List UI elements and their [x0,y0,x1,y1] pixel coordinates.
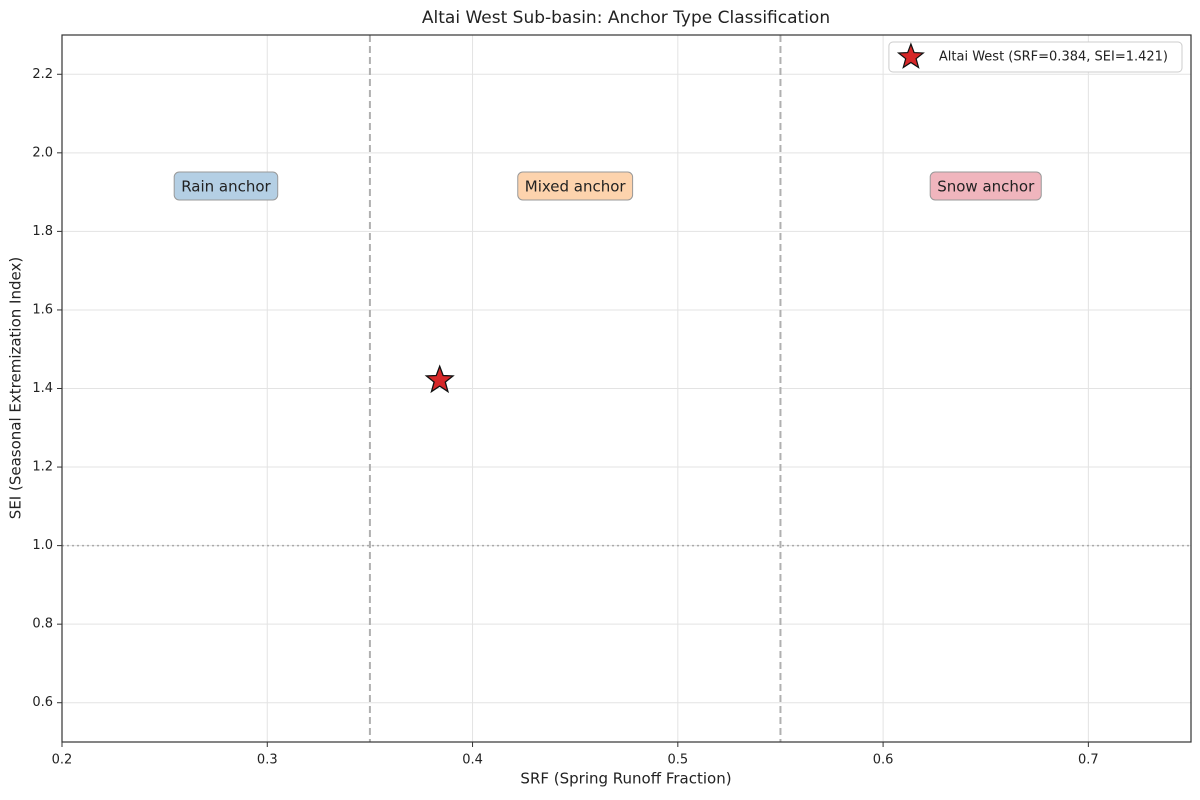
region-label: Snow anchor [937,178,1035,196]
legend: Altai West (SRF=0.384, SEI=1.421) [888,41,1183,73]
region-label: Rain anchor [181,178,271,196]
region-box [929,171,1042,201]
chart-title: Altai West Sub-basin: Anchor Type Classi… [422,8,830,28]
data-point [424,364,455,394]
region-label: Mixed anchor [525,178,627,196]
y-tick-label: 1.6 [32,302,53,317]
y-tick-label: 2.2 [32,67,53,82]
x-tick-label: 0.6 [873,753,894,768]
y-tick-label: 1.8 [32,224,53,239]
legend-text: Altai West (SRF=0.384, SEI=1.421) [939,50,1168,65]
y-tick-label: 1.4 [32,381,53,396]
x-axis-label: SRF (Spring Runoff Fraction) [520,770,731,788]
x-tick-label: 0.2 [52,753,73,768]
x-tick-label: 0.7 [1078,753,1099,768]
y-tick-label: 1.2 [32,460,53,475]
x-tick-label: 0.3 [257,753,278,768]
region-label-box: Mixed anchor [517,171,634,201]
y-axis-label: SEI (Seasonal Extremization Index) [7,257,25,519]
legend-box [888,41,1183,73]
legend-marker [896,42,925,69]
x-tick-label: 0.4 [462,753,483,768]
x-tick-label: 0.5 [667,753,688,768]
plot-frame [61,34,1192,743]
y-tick-label: 0.6 [32,695,53,710]
region-label-box: Rain anchor [173,171,279,201]
region-box [173,171,279,201]
y-tick-label: 0.8 [32,617,53,632]
y-tick-label: 2.0 [32,145,53,160]
region-box [517,171,634,201]
region-label-box: Snow anchor [929,171,1042,201]
y-tick-label: 1.0 [32,538,53,553]
